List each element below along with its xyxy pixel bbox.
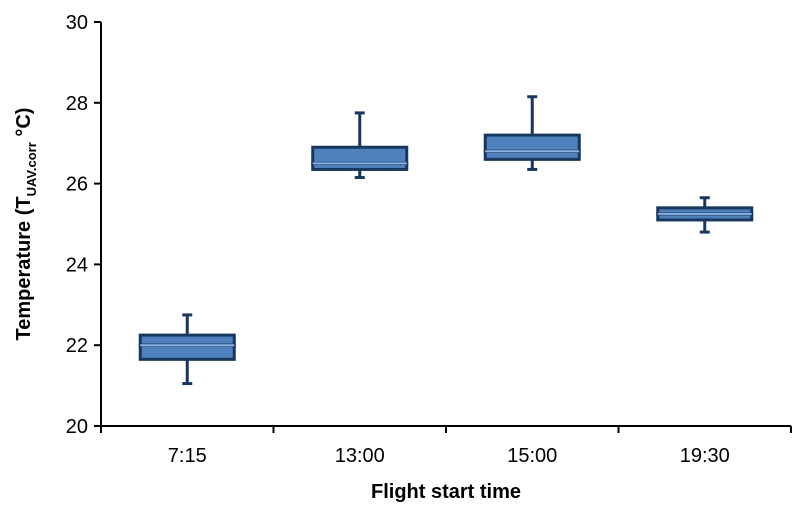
x-tick-label: 7:15 <box>168 445 207 467</box>
y-tick-label: 22 <box>66 335 88 357</box>
y-tick-label: 26 <box>66 174 88 196</box>
x-tick-label: 15:00 <box>507 445 557 467</box>
plot-area <box>138 95 754 386</box>
box-upper-half <box>311 145 409 165</box>
y-tick-label: 28 <box>66 93 88 115</box>
y-axis-title: Temperature (TUAV.corr °C) <box>13 108 39 341</box>
box-1300 <box>311 111 409 180</box>
y-tick-label: 30 <box>66 12 88 34</box>
y-axis-title-main: Temperature (T <box>13 196 35 340</box>
box-lower-half <box>483 149 581 161</box>
x-axis-title: Flight start time <box>371 481 521 503</box>
y-tick-label: 20 <box>66 416 88 438</box>
box-1930 <box>656 196 754 234</box>
y-axis-title-subscript: UAV.corr <box>24 142 39 196</box>
y-tick-label: 24 <box>66 254 88 276</box>
x-tick-label: 13:00 <box>335 445 385 467</box>
box-715 <box>138 313 236 386</box>
y-axis-title-suffix: °C) <box>13 108 35 143</box>
x-tick-label: 19:30 <box>680 445 730 467</box>
box-lower-half <box>138 343 236 361</box>
box-upper-half <box>483 133 581 153</box>
axes: 20 22 24 26 28 30 7:15 13:00 15:00 19:30 <box>66 12 792 467</box>
box-upper-half <box>138 333 236 347</box>
box-1500 <box>483 95 581 171</box>
